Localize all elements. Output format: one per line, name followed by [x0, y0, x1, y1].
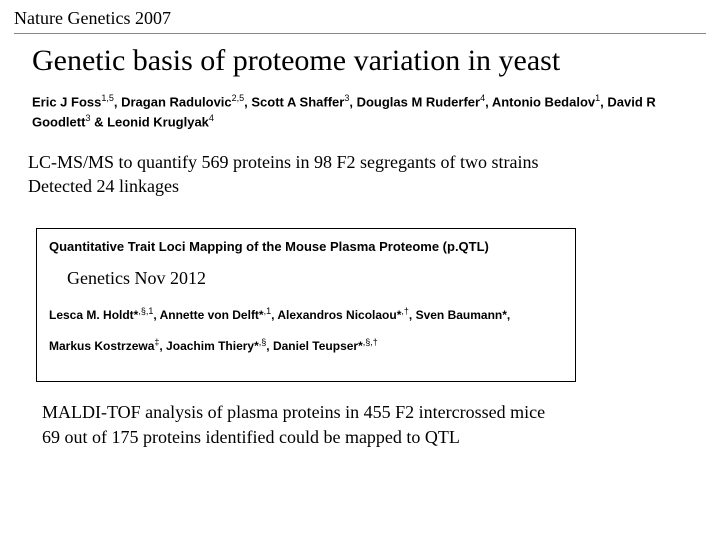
journal-header-1: Nature Genetics 2007: [14, 8, 706, 34]
paper-box-2: Quantitative Trait Loci Mapping of the M…: [36, 228, 576, 382]
note-2-line-2: 69 out of 175 proteins identified could …: [42, 425, 706, 449]
paper-title-2: Quantitative Trait Loci Mapping of the M…: [49, 239, 563, 254]
authors-list-1: Eric J Foss1,5, Dragan Radulovic2,5, Sco…: [32, 92, 706, 132]
authors-2-row-2: Markus Kostrzewa‡, Joachim Thiery*,§, Da…: [49, 336, 563, 355]
note-2-line-1: MALDI-TOF analysis of plasma proteins in…: [42, 400, 706, 424]
authors-list-2: Lesca M. Holdt*,§,1, Annette von Delft*,…: [49, 305, 563, 355]
summary-note-2: MALDI-TOF analysis of plasma proteins in…: [42, 400, 706, 449]
summary-note-1: LC-MS/MS to quantify 569 proteins in 98 …: [28, 150, 706, 199]
authors-2-row-1: Lesca M. Holdt*,§,1, Annette von Delft*,…: [49, 305, 563, 324]
paper-title-1: Genetic basis of proteome variation in y…: [32, 44, 706, 78]
journal-header-2: Genetics Nov 2012: [67, 268, 563, 289]
note-1-line-2: Detected 24 linkages: [28, 174, 706, 198]
note-1-line-1: LC-MS/MS to quantify 569 proteins in 98 …: [28, 150, 706, 174]
